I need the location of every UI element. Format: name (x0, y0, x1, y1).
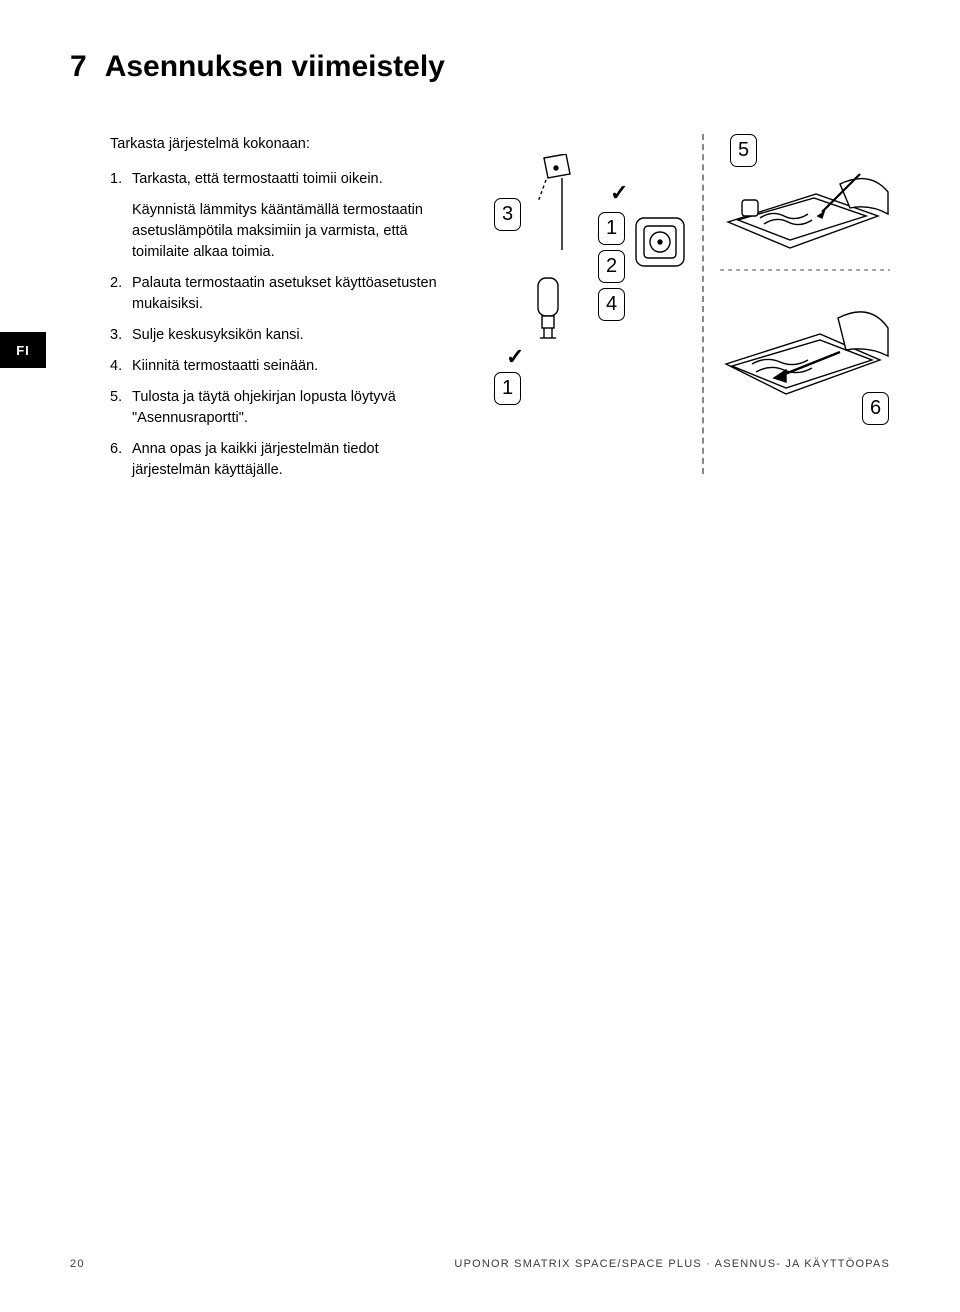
footer-title: UPONOR SMATRIX SPACE/SPACE PLUS · ASENNU… (454, 1258, 890, 1270)
item-text: Sulje keskusyksikön kansi. (132, 325, 442, 346)
item-text: Palauta termostaatin asetukset käyttöase… (132, 273, 442, 315)
dashed-divider (702, 134, 704, 474)
two-column-layout: FI Tarkasta järjestelmä kokonaan: 1. Tar… (70, 134, 890, 494)
actuator-icon (526, 272, 570, 352)
callout-3: 3 (494, 198, 521, 231)
list-item: 3. Sulje keskusyksikön kansi. (110, 325, 442, 346)
item-text: Tulosta ja täytä ohjekirjan lopusta löyt… (132, 387, 442, 429)
section-number: 7 (70, 50, 87, 84)
thermostat-icon (632, 214, 688, 270)
item-subtext: Käynnistä lämmitys kääntämällä termostaa… (132, 200, 442, 263)
item-text: Tarkasta, että termostaatti toimii oikei… (132, 169, 442, 190)
section-title: Asennuksen viimeistely (105, 50, 445, 83)
relay-box-icon (526, 154, 576, 254)
right-column-illustrations: 3 ✓ 1 (470, 134, 890, 494)
callout-2: 2 (598, 250, 625, 283)
callout-1: 1 (494, 372, 521, 405)
item-number: 3. (110, 325, 132, 346)
list-item: 4. Kiinnitä termostaatti seinään. (110, 356, 442, 377)
write-report-icon (720, 164, 890, 284)
item-number: 4. (110, 356, 132, 377)
hand-over-docs-icon (720, 294, 890, 434)
section-heading: 7 Asennuksen viimeistely (70, 50, 890, 84)
item-text: Anna opas ja kaikki järjestelmän tiedot … (132, 439, 442, 481)
item-number: 1. (110, 169, 132, 190)
callout-1: 1 (598, 212, 625, 245)
page: 7 Asennuksen viimeistely FI Tarkasta järj… (0, 0, 960, 1312)
callout-4: 4 (598, 288, 625, 321)
page-footer: 20 UPONOR SMATRIX SPACE/SPACE PLUS · ASE… (70, 1258, 890, 1270)
item-text: Kiinnitä termostaatti seinään. (132, 356, 442, 377)
item-number: 5. (110, 387, 132, 429)
item-number: 6. (110, 439, 132, 481)
checkmark-icon: ✓ (610, 180, 628, 206)
list-item: 1. Tarkasta, että termostaatti toimii oi… (110, 169, 442, 190)
item-number: 2. (110, 273, 132, 315)
checkmark-icon: ✓ (506, 344, 524, 370)
page-number: 20 (70, 1258, 85, 1270)
language-tab: FI (0, 332, 46, 368)
intro-line: Tarkasta järjestelmä kokonaan: (110, 134, 442, 155)
callout-5: 5 (730, 134, 757, 167)
steps-list-cont: 2. Palauta termostaatin asetukset käyttö… (110, 273, 442, 481)
left-column-text: FI Tarkasta järjestelmä kokonaan: 1. Tar… (70, 134, 470, 494)
list-item: 6. Anna opas ja kaikki järjestelmän tied… (110, 439, 442, 481)
list-item: 2. Palauta termostaatin asetukset käyttö… (110, 273, 442, 315)
steps-list: 1. Tarkasta, että termostaatti toimii oi… (110, 169, 442, 190)
list-item: 5. Tulosta ja täytä ohjekirjan lopusta l… (110, 387, 442, 429)
